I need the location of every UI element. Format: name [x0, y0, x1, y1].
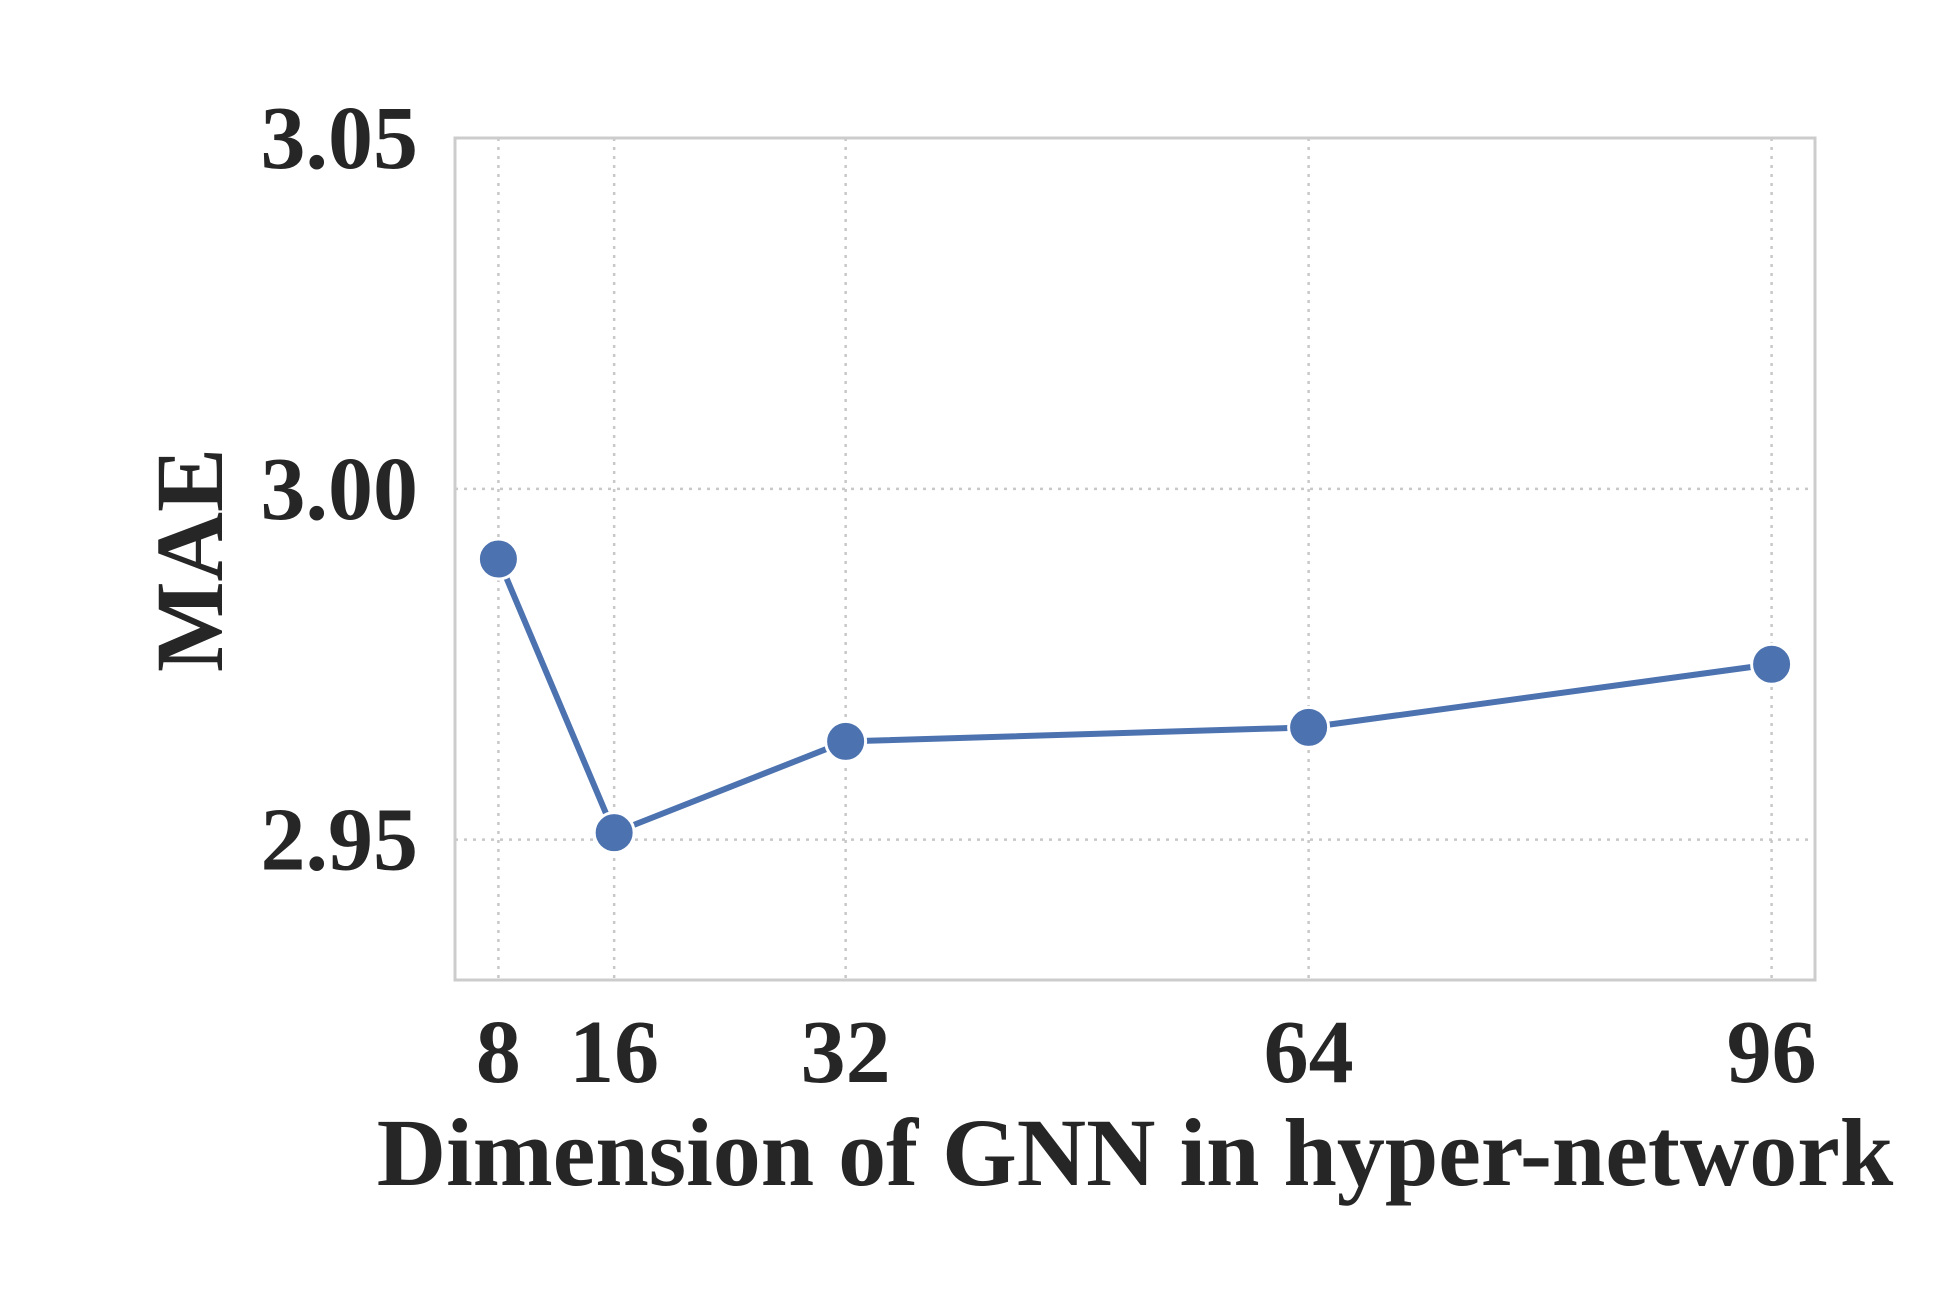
y-tick-label: 3.05: [261, 89, 419, 188]
data-point-96: [1750, 642, 1794, 686]
data-point-8: [476, 537, 520, 581]
x-tick-label: 64: [1264, 1003, 1354, 1102]
x-axis-label: Dimension of GNN in hyper-network: [377, 1099, 1894, 1206]
data-point-32: [824, 719, 868, 763]
y-tick-label: 3.00: [261, 440, 419, 539]
series-line-0: [495, 557, 1773, 836]
x-tick-label: 16: [569, 1003, 659, 1102]
series-layer: [476, 537, 1794, 855]
y-tick-labels: 2.95 3.00 3.05: [261, 89, 419, 890]
y-tick-label: 2.95: [261, 791, 419, 890]
x-tick-labels: 8 16 32 64 96: [476, 1003, 1817, 1102]
y-axis-label: MAE: [136, 448, 243, 672]
x-tick-label: 32: [801, 1003, 891, 1102]
x-tick-label: 8: [476, 1003, 521, 1102]
data-point-16: [592, 811, 636, 855]
grid-lines: [455, 136, 1815, 980]
x-tick-label: 96: [1727, 1003, 1817, 1102]
data-point-64: [1287, 705, 1331, 749]
plot-frame: [453, 136, 1817, 982]
